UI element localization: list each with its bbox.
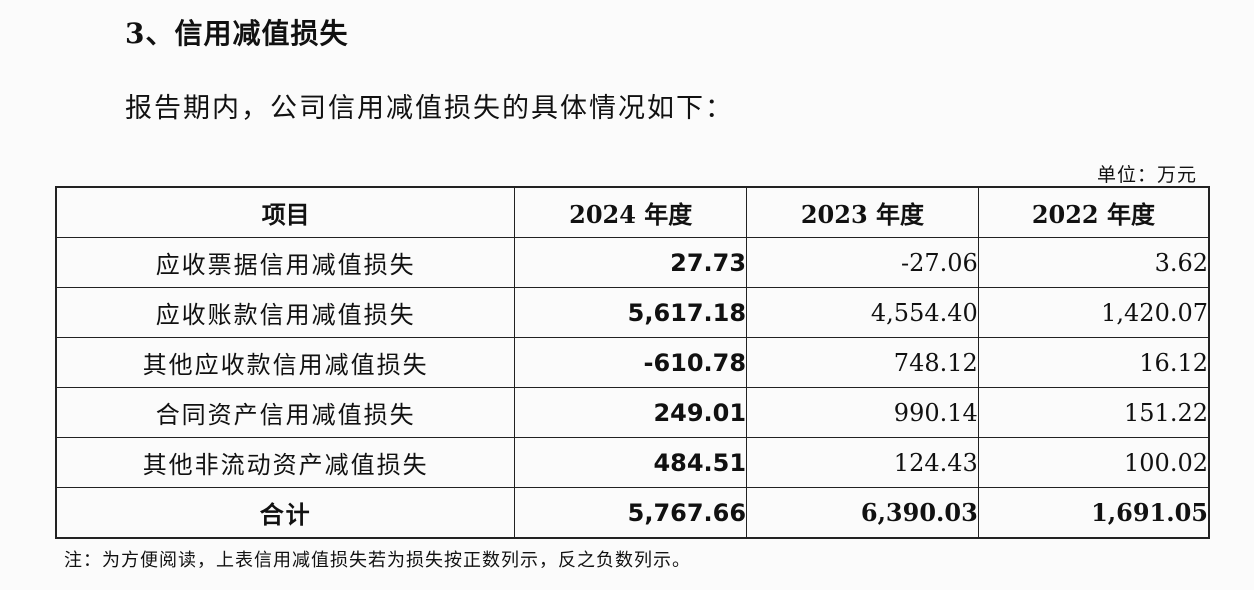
row-item-label: 合同资产信用减值损失 xyxy=(55,387,516,438)
cell-2023: -27.06 xyxy=(746,237,979,288)
table-row: 其他非流动资产减值损失 484.51 124.43 100.02 xyxy=(55,437,1210,488)
table-row: 合同资产信用减值损失 249.01 990.14 151.22 xyxy=(55,387,1210,438)
cell-2022: 16.12 xyxy=(977,337,1210,388)
unit-label: 单位：万元 xyxy=(1096,164,1197,186)
total-label: 合计 xyxy=(55,487,516,539)
total-2024: 5,767.66 xyxy=(514,487,748,539)
header-2024: 2024 年度 xyxy=(514,186,748,238)
table-row: 其他应收款信用减值损失 -610.78 748.12 16.12 xyxy=(55,337,1210,388)
cell-2023: 124.43 xyxy=(746,437,979,488)
cell-2022: 3.62 xyxy=(977,237,1210,288)
header-2023: 2023 年度 xyxy=(746,186,979,238)
section-heading: 3、信用减值损失 xyxy=(125,17,349,50)
credit-impairment-table: 项目 2024 年度 2023 年度 2022 年度 应收票据信用减值损失 27… xyxy=(55,186,1210,539)
cell-2022: 151.22 xyxy=(977,387,1210,438)
cell-2024: -610.78 xyxy=(514,337,748,388)
total-2022: 1,691.05 xyxy=(977,487,1210,539)
cell-2024: 484.51 xyxy=(514,437,748,488)
intro-text: 报告期内，公司信用减值损失的具体情况如下： xyxy=(125,93,734,124)
total-2023: 6,390.03 xyxy=(746,487,979,539)
total-row: 合计 5,767.66 6,390.03 1,691.05 xyxy=(55,487,1210,539)
header-2022: 2022 年度 xyxy=(977,186,1210,238)
cell-2024: 249.01 xyxy=(514,387,748,438)
cell-2023: 4,554.40 xyxy=(746,287,979,338)
table-header-row: 项目 2024 年度 2023 年度 2022 年度 xyxy=(55,186,1210,238)
table-row: 应收票据信用减值损失 27.73 -27.06 3.62 xyxy=(55,237,1210,288)
cell-2024: 27.73 xyxy=(514,237,748,288)
cell-2023: 990.14 xyxy=(746,387,979,438)
cell-2024: 5,617.18 xyxy=(514,287,748,338)
cell-2022: 100.02 xyxy=(977,437,1210,488)
row-item-label: 应收票据信用减值损失 xyxy=(55,237,516,288)
cell-2023: 748.12 xyxy=(746,337,979,388)
table-row: 应收账款信用减值损失 5,617.18 4,554.40 1,420.07 xyxy=(55,287,1210,338)
cell-2022: 1,420.07 xyxy=(977,287,1210,338)
row-item-label: 其他非流动资产减值损失 xyxy=(55,437,516,488)
row-item-label: 其他应收款信用减值损失 xyxy=(55,337,516,388)
row-item-label: 应收账款信用减值损失 xyxy=(55,287,516,338)
header-item: 项目 xyxy=(55,186,516,238)
footnote: 注：为方便阅读，上表信用减值损失若为损失按正数列示，反之负数列示。 xyxy=(64,550,691,571)
